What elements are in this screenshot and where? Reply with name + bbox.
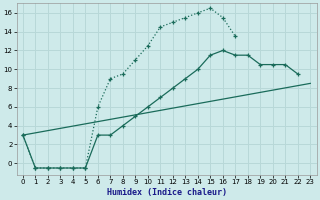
X-axis label: Humidex (Indice chaleur): Humidex (Indice chaleur) [107, 188, 227, 197]
